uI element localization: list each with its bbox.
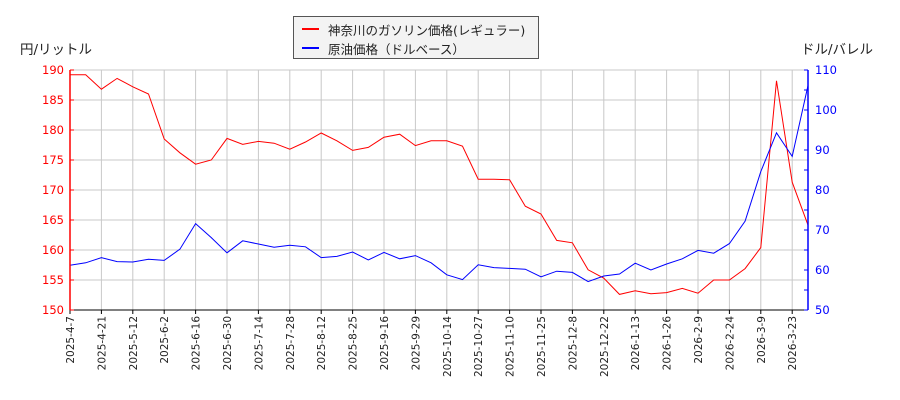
chart-axes: 2025-4-7 2025-4-21 2025-5-12 2025-6-2 2025-6…: [42, 63, 837, 377]
x-tick-label: 2025-12-22: [599, 316, 611, 377]
x-tick-label: 2025-6-2: [159, 316, 171, 364]
right-y-tick-label: 60: [815, 263, 830, 277]
legend-label-crude-oil: 原油価格（ドルベース）: [328, 41, 465, 57]
x-tick-label: 2025-6-30: [222, 316, 234, 370]
x-tick-label: 2025-11-10: [505, 316, 517, 377]
right-y-tick-label: 70: [815, 223, 830, 237]
x-tick-label: 2026-1-26: [662, 316, 674, 371]
x-tick-label: 2025-7-14: [253, 316, 265, 371]
x-tick-label: 2026-3-23: [787, 316, 799, 370]
chart-legend: 神奈川のガソリン価格(レギュラー) 原油価格（ドルベース）: [293, 16, 539, 59]
x-tick-label: 2025-4-21: [96, 316, 108, 370]
left-y-tick-label: 175: [42, 153, 64, 167]
x-tick-label: 2026-2-24: [724, 316, 736, 371]
data-series: [69, 74, 809, 295]
x-tick-label: 2025-8-12: [316, 316, 328, 370]
legend-swatch-red-icon: [302, 28, 319, 30]
legend-swatch-blue-icon: [302, 47, 319, 49]
right-y-tick-label: 110: [815, 63, 837, 77]
left-y-tick-label: 165: [42, 213, 64, 227]
left-y-tick-label: 170: [42, 183, 64, 197]
right-y-tick-label: 90: [815, 143, 830, 157]
x-tick-label: 2025-8-25: [348, 316, 360, 370]
x-tick-label: 2026-1-13: [630, 316, 642, 370]
legend-item-crude-oil: 原油価格（ドルベース）: [302, 39, 465, 57]
left-y-tick-label: 185: [42, 93, 64, 107]
x-tick-label: 2025-12-8: [567, 316, 579, 370]
x-tick-label: 2025-5-12: [128, 316, 140, 370]
x-tick-label: 2025-6-16: [191, 316, 203, 371]
left-y-tick-label: 190: [42, 63, 64, 77]
right-y-tick-label: 80: [815, 183, 830, 197]
left-y-tick-label: 180: [42, 123, 64, 137]
x-tick-label: 2026-2-9: [693, 316, 705, 364]
right-y-tick-label: 100: [815, 103, 837, 117]
x-tick-label: 2025-10-14: [442, 316, 454, 377]
left-y-tick-label: 155: [42, 273, 64, 287]
x-tick-label: 2025-7-28: [285, 316, 297, 370]
x-tick-label: 2025-10-27: [473, 316, 485, 377]
x-tick-label: 2025-11-25: [536, 316, 548, 377]
x-tick-label: 2025-9-16: [379, 316, 391, 371]
gasoline-price-line: [70, 74, 809, 295]
left-y-tick-label: 160: [42, 243, 64, 257]
legend-item-gasoline: 神奈川のガソリン価格(レギュラー): [302, 20, 525, 38]
crude-oil-price-line: [69, 85, 809, 283]
x-tick-label: 2025-4-7: [65, 316, 77, 364]
right-y-tick-label: 50: [815, 303, 830, 317]
right-axis-title: ドル/バレル: [801, 42, 874, 58]
x-tick-label: 2025-9-29: [410, 316, 422, 370]
grid-lines: [69, 69, 808, 311]
left-y-tick-label: 150: [42, 303, 64, 317]
x-tick-label: 2026-3-9: [756, 316, 768, 364]
legend-label-gasoline: 神奈川のガソリン価格(レギュラー): [328, 22, 526, 38]
left-axis-title: 円/リットル: [20, 42, 93, 58]
